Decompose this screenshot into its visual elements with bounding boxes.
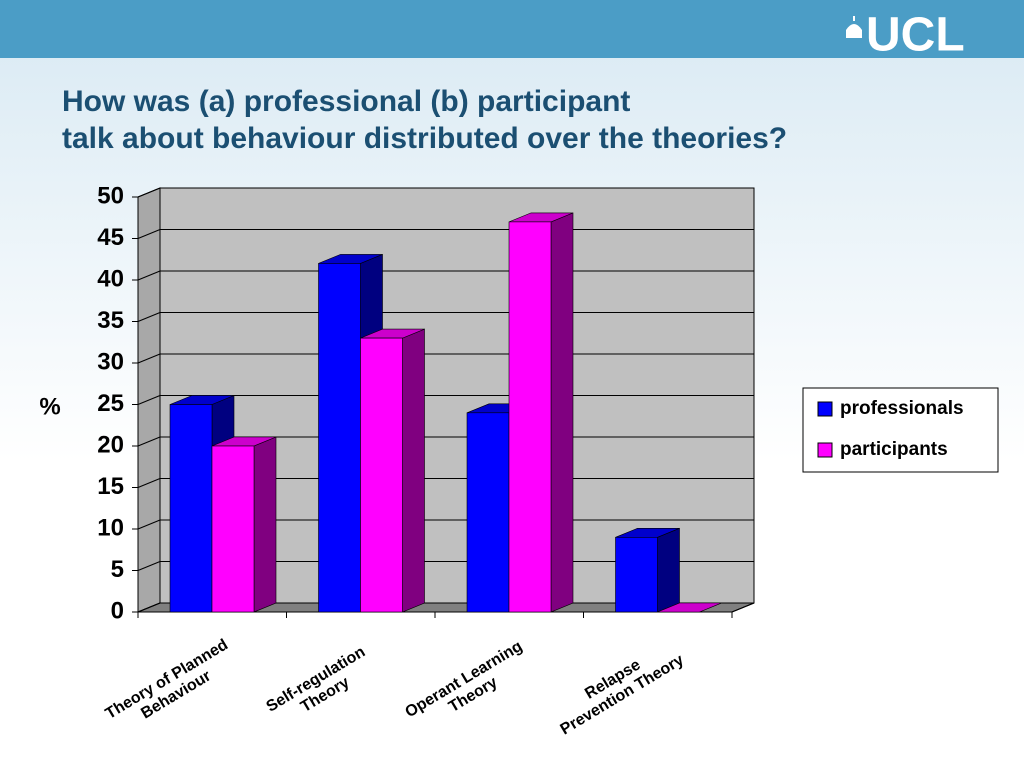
grid-line-side	[137, 478, 161, 488]
legend-label: participants	[840, 439, 948, 460]
bar-group	[211, 436, 277, 613]
y-tick-label: 20	[97, 431, 124, 458]
bar	[360, 337, 403, 613]
grid-line-side	[137, 353, 161, 364]
grid-line-side	[137, 229, 161, 239]
y-tick-label: 50	[97, 182, 124, 209]
grid-line-side	[137, 187, 161, 198]
bar-group	[657, 602, 722, 613]
bar-group	[508, 212, 574, 613]
legend-box	[802, 387, 999, 473]
legend-label: professionals	[840, 398, 964, 419]
y-axis-label: %	[39, 393, 60, 420]
grid-line-side	[137, 602, 161, 613]
bar-top	[657, 602, 722, 613]
y-tick-label: 15	[97, 473, 124, 500]
y-tick-label: 35	[97, 307, 124, 334]
grid-line-side	[137, 270, 161, 281]
bar-side	[402, 328, 425, 613]
y-tick-label: 40	[97, 265, 124, 292]
y-tick-label: 0	[111, 597, 124, 624]
legend-swatch	[817, 442, 833, 458]
grid-line-side	[137, 519, 161, 530]
y-tick-label: 25	[97, 390, 124, 417]
bar	[508, 221, 552, 613]
x-axis-depth	[731, 602, 755, 613]
chart-title: How was (a) professional (b) participant…	[62, 85, 788, 155]
y-tick-label: 30	[97, 348, 124, 375]
grid-line-side	[137, 312, 161, 322]
bar-side	[657, 527, 680, 613]
bar	[169, 404, 213, 613]
y-tick-label: 10	[97, 514, 124, 541]
grid-line-side	[137, 561, 161, 571]
grid-line-side	[137, 436, 161, 447]
bar-group	[615, 527, 680, 613]
bar	[211, 445, 255, 613]
bar	[318, 263, 361, 613]
y-tick-label: 5	[111, 556, 124, 583]
grid-line-side	[137, 395, 161, 405]
bar	[615, 536, 658, 613]
bar-side	[253, 436, 277, 613]
legend-swatch	[817, 401, 833, 417]
y-tick-label: 45	[97, 224, 124, 251]
bar-side	[550, 212, 574, 613]
logo: UCL	[866, 9, 965, 62]
bar-group	[360, 328, 425, 613]
logo-icon	[846, 16, 862, 38]
bar	[466, 412, 510, 613]
